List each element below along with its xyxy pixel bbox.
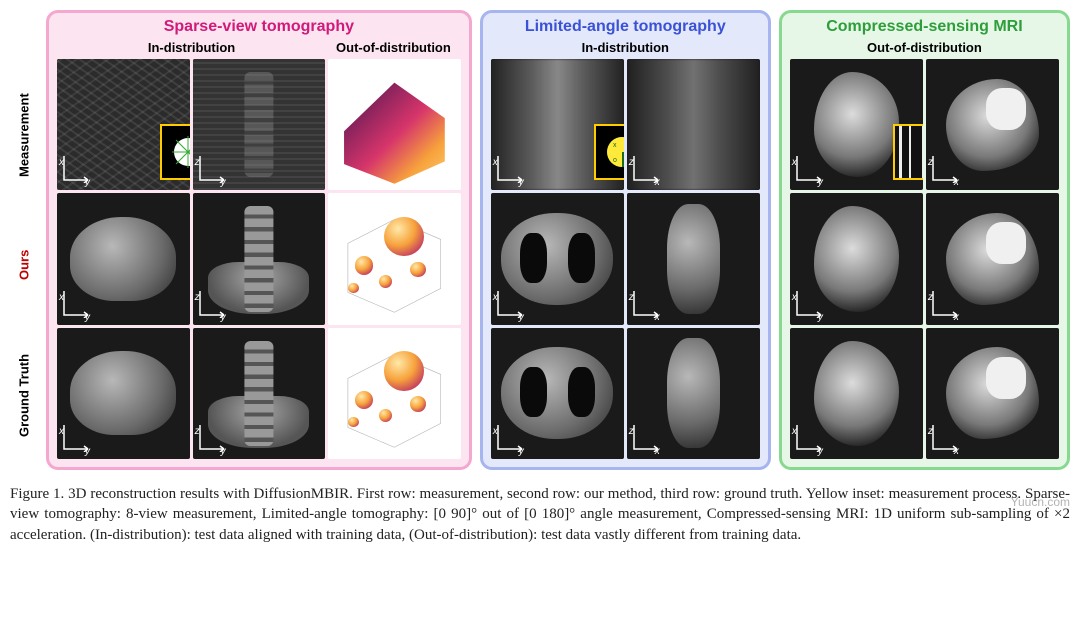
cell-limited-meas-zx: zx <box>627 59 760 190</box>
panel-title-sparse: Sparse-view tomography <box>57 18 461 36</box>
cell-sparse-ours-3d <box>328 193 461 324</box>
row-label-ground-truth: Ground Truth <box>10 330 38 460</box>
cell-sparse-meas-3d <box>328 59 461 190</box>
grid-mri: xy zx xy zx xy zx <box>790 59 1059 459</box>
subheaders-sparse: In-distribution Out-of-distribution <box>57 40 461 55</box>
cell-mri-meas-zx: zx <box>926 59 1059 190</box>
cell-sparse-gt-zy: zy <box>193 328 326 459</box>
cell-mri-gt-zx: zx <box>926 328 1059 459</box>
subheaders-mri: Out-of-distribution <box>790 40 1059 55</box>
cell-mri-ours-xy: xy <box>790 193 923 324</box>
cell-limited-gt-zx: zx <box>627 328 760 459</box>
cell-sparse-meas-xy: xy <box>57 59 190 190</box>
cell-limited-ours-xy: xy <box>491 193 624 324</box>
subheader-in-dist: In-distribution <box>57 40 326 55</box>
grid-sparse: xy zy xy zy <box>57 59 461 459</box>
row-label-measurement: Measurement <box>10 70 38 200</box>
panel-limited-angle: Limited-angle tomography In-distribution… <box>480 10 771 470</box>
cell-sparse-ours-zy: zy <box>193 193 326 324</box>
subheader-out-dist: Out-of-distribution <box>326 40 461 55</box>
figure-caption: Figure 1. 3D reconstruction results with… <box>10 484 1070 545</box>
cell-mri-meas-xy: xy <box>790 59 923 190</box>
panel-sparse-view: Sparse-view tomography In-distribution O… <box>46 10 472 470</box>
row-labels: Measurement Ours Ground Truth <box>10 10 38 470</box>
inset-sparse-circle <box>160 124 190 180</box>
subheaders-limited: In-distribution <box>491 40 760 55</box>
watermark: Yuucn.com <box>1011 494 1070 510</box>
svg-text:x: x <box>613 142 617 149</box>
cell-sparse-gt-3d <box>328 328 461 459</box>
cell-mri-ours-zx: zx <box>926 193 1059 324</box>
figure-grid: Measurement Ours Ground Truth Sparse-vie… <box>10 10 1070 470</box>
caption-text: Figure 1. 3D reconstruction results with… <box>10 486 1070 543</box>
row-label-ours: Ours <box>10 200 38 330</box>
subheader-in-dist: In-distribution <box>491 40 760 55</box>
cell-mri-gt-xy: xy <box>790 328 923 459</box>
cell-limited-ours-zx: zx <box>627 193 760 324</box>
inset-limited-pie: oxox <box>594 124 624 180</box>
subheader-out-dist: Out-of-distribution <box>790 40 1059 55</box>
cell-sparse-ours-xy: xy <box>57 193 190 324</box>
grid-limited: oxox xy zx xy zx xy <box>491 59 760 459</box>
panel-title-mri: Compressed-sensing MRI <box>790 18 1059 36</box>
panel-title-limited: Limited-angle tomography <box>491 18 760 36</box>
svg-text:o: o <box>613 157 617 164</box>
cell-limited-gt-xy: xy <box>491 328 624 459</box>
panel-mri: Compressed-sensing MRI Out-of-distributi… <box>779 10 1070 470</box>
inset-mri-barcode <box>893 124 923 180</box>
cell-sparse-meas-zy: zy <box>193 59 326 190</box>
cell-limited-meas-xy: oxox xy <box>491 59 624 190</box>
cell-sparse-gt-xy: xy <box>57 328 190 459</box>
